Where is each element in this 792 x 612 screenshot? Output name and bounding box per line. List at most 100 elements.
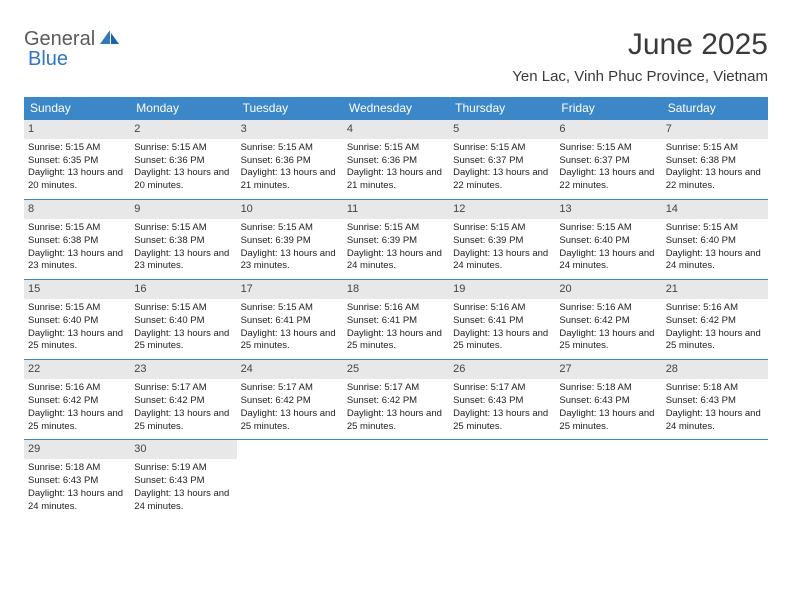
daylight-text: Daylight: 13 hours and 25 minutes. xyxy=(134,328,232,354)
daylight-text: Daylight: 13 hours and 21 minutes. xyxy=(241,167,339,193)
calendar-cell: 13Sunrise: 5:15 AMSunset: 6:40 PMDayligh… xyxy=(555,200,661,280)
sunset-text: Sunset: 6:43 PM xyxy=(453,395,551,408)
calendar-cell: 25Sunrise: 5:17 AMSunset: 6:42 PMDayligh… xyxy=(343,360,449,440)
day-number: 6 xyxy=(555,120,661,139)
sunrise-text: Sunrise: 5:15 AM xyxy=(453,222,551,235)
calendar-cell: 4Sunrise: 5:15 AMSunset: 6:36 PMDaylight… xyxy=(343,120,449,200)
calendar-row: 22Sunrise: 5:16 AMSunset: 6:42 PMDayligh… xyxy=(24,360,768,440)
weekday-saturday: Saturday xyxy=(662,97,768,120)
calendar-cell: 2Sunrise: 5:15 AMSunset: 6:36 PMDaylight… xyxy=(130,120,236,200)
calendar-cell: 30Sunrise: 5:19 AMSunset: 6:43 PMDayligh… xyxy=(130,440,236,520)
day-number: 21 xyxy=(662,280,768,299)
logo-sail-icon xyxy=(99,28,121,51)
weekday-sunday: Sunday xyxy=(24,97,130,120)
sunset-text: Sunset: 6:39 PM xyxy=(453,235,551,248)
daylight-text: Daylight: 13 hours and 25 minutes. xyxy=(453,408,551,434)
sunrise-text: Sunrise: 5:15 AM xyxy=(347,222,445,235)
calendar-row: 29Sunrise: 5:18 AMSunset: 6:43 PMDayligh… xyxy=(24,440,768,520)
sunset-text: Sunset: 6:41 PM xyxy=(347,315,445,328)
day-number: 5 xyxy=(449,120,555,139)
calendar-cell: 15Sunrise: 5:15 AMSunset: 6:40 PMDayligh… xyxy=(24,280,130,360)
daylight-text: Daylight: 13 hours and 25 minutes. xyxy=(134,408,232,434)
calendar-cell: 18Sunrise: 5:16 AMSunset: 6:41 PMDayligh… xyxy=(343,280,449,360)
calendar-cell: . xyxy=(555,440,661,520)
day-number: 19 xyxy=(449,280,555,299)
calendar-table: Sunday Monday Tuesday Wednesday Thursday… xyxy=(24,97,768,519)
calendar-cell: 21Sunrise: 5:16 AMSunset: 6:42 PMDayligh… xyxy=(662,280,768,360)
weekday-wednesday: Wednesday xyxy=(343,97,449,120)
header: General June 2025 Yen Lac, Vinh Phuc Pro… xyxy=(24,28,768,85)
calendar-cell: 10Sunrise: 5:15 AMSunset: 6:39 PMDayligh… xyxy=(237,200,343,280)
sunrise-text: Sunrise: 5:15 AM xyxy=(28,142,126,155)
daylight-text: Daylight: 13 hours and 24 minutes. xyxy=(453,248,551,274)
sunrise-text: Sunrise: 5:18 AM xyxy=(559,382,657,395)
day-number: 7 xyxy=(662,120,768,139)
day-number: 3 xyxy=(237,120,343,139)
calendar-row: 8Sunrise: 5:15 AMSunset: 6:38 PMDaylight… xyxy=(24,200,768,280)
calendar-cell: . xyxy=(662,440,768,520)
weekday-friday: Friday xyxy=(555,97,661,120)
sunrise-text: Sunrise: 5:15 AM xyxy=(559,222,657,235)
calendar-row: 15Sunrise: 5:15 AMSunset: 6:40 PMDayligh… xyxy=(24,280,768,360)
calendar-cell: 1Sunrise: 5:15 AMSunset: 6:35 PMDaylight… xyxy=(24,120,130,200)
day-number: 8 xyxy=(24,200,130,219)
calendar-cell: 3 Sunrise: 5:15 AMSunset: 6:36 PMDaylight… xyxy=(237,120,343,200)
sunrise-text: Sunrise: 5:15 AM xyxy=(241,142,339,155)
sunrise-text: Sunrise: 5:15 AM xyxy=(134,142,232,155)
day-number: 28 xyxy=(662,360,768,379)
calendar-cell: 6Sunrise: 5:15 AMSunset: 6:37 PMDaylight… xyxy=(555,120,661,200)
daylight-text: Daylight: 13 hours and 25 minutes. xyxy=(559,328,657,354)
daylight-text: Daylight: 13 hours and 25 minutes. xyxy=(28,408,126,434)
sunset-text: Sunset: 6:39 PM xyxy=(241,235,339,248)
daylight-text: Daylight: 13 hours and 25 minutes. xyxy=(347,408,445,434)
day-number: 15 xyxy=(24,280,130,299)
sunrise-text: Sunrise: 5:15 AM xyxy=(453,142,551,155)
calendar-cell: . xyxy=(237,440,343,520)
sunrise-text: Sunrise: 5:18 AM xyxy=(666,382,764,395)
day-number: 12 xyxy=(449,200,555,219)
sunrise-text: Sunrise: 5:17 AM xyxy=(134,382,232,395)
sunset-text: Sunset: 6:40 PM xyxy=(559,235,657,248)
daylight-text: Daylight: 13 hours and 23 minutes. xyxy=(28,248,126,274)
sunset-text: Sunset: 6:36 PM xyxy=(241,155,339,168)
day-number: 10 xyxy=(237,200,343,219)
daylight-text: Daylight: 13 hours and 24 minutes. xyxy=(28,488,126,514)
sunset-text: Sunset: 6:43 PM xyxy=(559,395,657,408)
daylight-text: Daylight: 13 hours and 24 minutes. xyxy=(666,248,764,274)
sunset-text: Sunset: 6:38 PM xyxy=(666,155,764,168)
sunset-text: Sunset: 6:43 PM xyxy=(666,395,764,408)
daylight-text: Daylight: 13 hours and 23 minutes. xyxy=(134,248,232,274)
calendar-cell: 23Sunrise: 5:17 AMSunset: 6:42 PMDayligh… xyxy=(130,360,236,440)
sunrise-text: Sunrise: 5:16 AM xyxy=(453,302,551,315)
calendar-cell: 29Sunrise: 5:18 AMSunset: 6:43 PMDayligh… xyxy=(24,440,130,520)
daylight-text: Daylight: 13 hours and 20 minutes. xyxy=(134,167,232,193)
daylight-text: Daylight: 13 hours and 20 minutes. xyxy=(28,167,126,193)
sunrise-text: Sunrise: 5:17 AM xyxy=(241,382,339,395)
calendar-cell: . xyxy=(449,440,555,520)
sunset-text: Sunset: 6:42 PM xyxy=(28,395,126,408)
daylight-text: Daylight: 13 hours and 25 minutes. xyxy=(559,408,657,434)
calendar-cell: 8Sunrise: 5:15 AMSunset: 6:38 PMDaylight… xyxy=(24,200,130,280)
sunrise-text: Sunrise: 5:16 AM xyxy=(559,302,657,315)
day-number: 2 xyxy=(130,120,236,139)
sunrise-text: Sunrise: 5:15 AM xyxy=(666,142,764,155)
day-number: 16 xyxy=(130,280,236,299)
sunset-text: Sunset: 6:37 PM xyxy=(559,155,657,168)
sunset-text: Sunset: 6:42 PM xyxy=(666,315,764,328)
sunrise-text: Sunrise: 5:15 AM xyxy=(28,302,126,315)
day-number: 24 xyxy=(237,360,343,379)
sunrise-text: Sunrise: 5:19 AM xyxy=(134,462,232,475)
calendar-cell: 24Sunrise: 5:17 AMSunset: 6:42 PMDayligh… xyxy=(237,360,343,440)
calendar-cell: 14Sunrise: 5:15 AMSunset: 6:40 PMDayligh… xyxy=(662,200,768,280)
day-number: 13 xyxy=(555,200,661,219)
day-number: 25 xyxy=(343,360,449,379)
sunrise-text: Sunrise: 5:15 AM xyxy=(666,222,764,235)
daylight-text: Daylight: 13 hours and 24 minutes. xyxy=(347,248,445,274)
sunrise-text: Sunrise: 5:15 AM xyxy=(241,302,339,315)
calendar-cell: 19Sunrise: 5:16 AMSunset: 6:41 PMDayligh… xyxy=(449,280,555,360)
calendar-cell: 5Sunrise: 5:15 AMSunset: 6:37 PMDaylight… xyxy=(449,120,555,200)
daylight-text: Daylight: 13 hours and 22 minutes. xyxy=(559,167,657,193)
calendar-cell: 22Sunrise: 5:16 AMSunset: 6:42 PMDayligh… xyxy=(24,360,130,440)
day-number: 26 xyxy=(449,360,555,379)
day-number: 29 xyxy=(24,440,130,459)
